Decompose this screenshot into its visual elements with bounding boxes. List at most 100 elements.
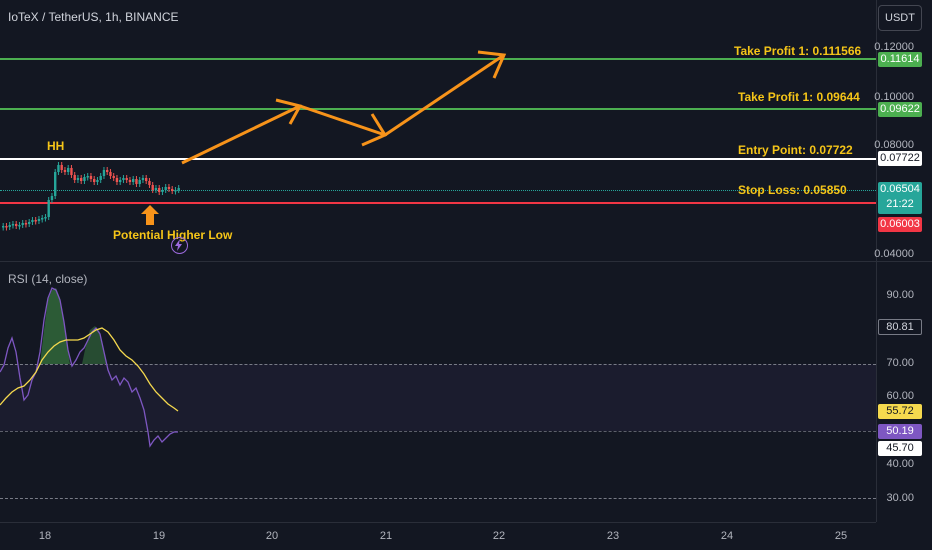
candle	[67, 168, 70, 172]
candle	[89, 176, 93, 179]
time-tick: 23	[606, 530, 620, 542]
candle	[164, 187, 167, 190]
candle	[151, 185, 154, 190]
candle	[34, 220, 37, 222]
time-axis-border	[0, 522, 876, 523]
rsi-value-tag: 50.19	[878, 424, 922, 439]
candle	[167, 187, 171, 189]
candle	[122, 178, 125, 180]
time-tick: 25	[834, 530, 848, 542]
entry-point-label: Entry Point: 0.07722	[738, 143, 853, 157]
current-price-dotted	[0, 190, 876, 191]
rsi-peak-tag: 80.81	[878, 319, 922, 335]
candle	[112, 176, 115, 178]
candle	[15, 224, 18, 226]
current-price-value: 0.06504	[880, 183, 920, 195]
candle	[161, 190, 164, 192]
candle	[44, 217, 47, 219]
price-tick: 0.10000	[874, 91, 914, 103]
candle	[83, 177, 86, 181]
rsi-ma-tag: 55.72	[878, 404, 922, 419]
higher-low-annotation: Potential Higher Low	[113, 228, 233, 242]
lightning-icon[interactable]	[171, 237, 188, 254]
rsi-lower-dashed	[0, 498, 876, 499]
candle-countdown: 21:22	[886, 198, 914, 210]
rsi-tick: 90.00	[886, 289, 914, 301]
entry-price-tag: 0.07722	[878, 151, 922, 166]
candle	[18, 225, 21, 227]
price-tick: 0.04000	[874, 248, 914, 260]
candle	[119, 180, 122, 182]
candle	[177, 188, 180, 190]
rsi-tick: 40.00	[886, 458, 914, 470]
pane-separator[interactable]	[0, 261, 932, 262]
candle	[128, 180, 132, 182]
candle	[99, 176, 102, 180]
take-profit-2-label: Take Profit 1: 0.111566	[734, 44, 862, 58]
rsi-upper-dashed	[0, 364, 876, 365]
candle	[158, 188, 161, 192]
rsi-overbought-fill	[40, 288, 70, 364]
stop-loss-label: Stop Loss: 0.05850	[738, 183, 847, 197]
candle	[60, 165, 63, 170]
take-profit-1-line[interactable]	[0, 108, 876, 110]
candle	[24, 223, 28, 225]
candle	[41, 218, 44, 220]
candle	[174, 190, 177, 192]
arrow-up-icon	[141, 205, 159, 225]
candle	[125, 178, 128, 180]
candle	[132, 179, 135, 182]
candle	[70, 168, 73, 175]
candle	[8, 225, 11, 227]
arrowhead-2	[361, 113, 388, 147]
rsi-tick: 60.00	[886, 390, 914, 402]
rsi-indicator-label[interactable]: RSI (14, close)	[8, 272, 88, 286]
tp2-price-tag: 0.11614	[878, 52, 922, 67]
rsi-line	[0, 287, 178, 448]
time-tick: 21	[379, 530, 393, 542]
candle	[135, 179, 138, 184]
candle	[73, 175, 76, 180]
time-tick: 19	[152, 530, 166, 542]
price-tick: 0.12000	[874, 41, 914, 53]
rsi-tick: 70.00	[886, 357, 914, 369]
candle	[28, 222, 31, 224]
candle	[138, 180, 141, 184]
candle	[171, 189, 174, 191]
currency-button[interactable]: USDT	[878, 5, 922, 31]
candle	[31, 220, 34, 222]
rsi-ma-line	[0, 327, 179, 412]
arrowhead-3	[477, 50, 507, 79]
stop-loss-line[interactable]	[0, 202, 876, 204]
candle	[145, 178, 148, 181]
candle	[50, 196, 54, 200]
hh-annotation: HH	[47, 139, 65, 153]
candle	[154, 188, 158, 190]
candle	[57, 165, 60, 172]
candle	[148, 181, 151, 185]
take-profit-2-line[interactable]	[0, 58, 876, 60]
candle	[80, 178, 83, 181]
candle	[96, 180, 99, 182]
tp1-price-tag: 0.09622	[878, 102, 922, 117]
arrowhead-1	[275, 98, 303, 125]
time-tick: 24	[720, 530, 734, 542]
candle	[21, 223, 24, 225]
candle	[37, 219, 41, 221]
candle	[93, 179, 96, 182]
entry-line[interactable]	[0, 158, 876, 160]
candle	[102, 170, 106, 176]
chart-title: IoTeX / TetherUS, 1h, BINANCE	[8, 10, 179, 24]
take-profit-1-label: Take Profit 1: 0.09644	[738, 90, 860, 104]
stop-price-tag: 0.06003	[878, 217, 922, 232]
rsi-middle-dashed	[0, 431, 876, 432]
candle	[5, 226, 8, 228]
candle	[2, 226, 5, 228]
candle	[109, 172, 112, 176]
candle	[47, 200, 50, 217]
time-tick: 18	[38, 530, 52, 542]
candle	[76, 178, 80, 180]
candle	[11, 224, 15, 226]
candle	[63, 170, 67, 172]
